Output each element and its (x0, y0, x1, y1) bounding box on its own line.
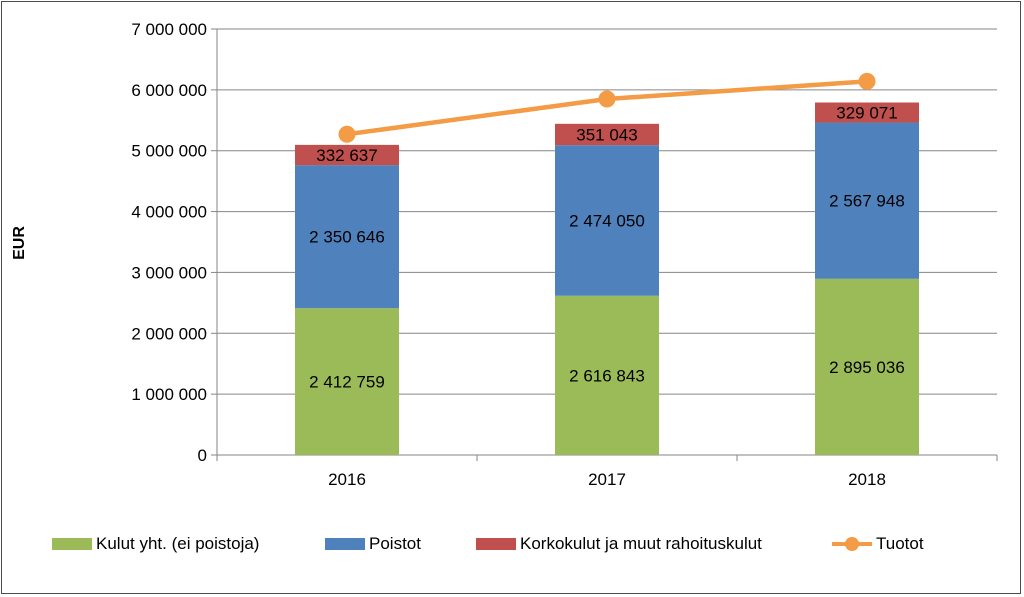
legend-item: Tuotot (832, 530, 924, 558)
x-tick-label: 2018 (848, 470, 886, 489)
legend-label: Tuotot (876, 534, 924, 553)
data-label: 332 637 (316, 146, 377, 165)
legend-item: Poistot (325, 530, 421, 558)
data-label: 351 043 (576, 126, 637, 145)
data-labels: 2 412 759 2 350 646 332 637 2 616 843 2 474 … (309, 104, 905, 392)
bar-kulut-yht-ei-poistoja--2018 (815, 278, 919, 455)
bar-korkokulut-ja-muut-rahoituskulut-2018 (815, 102, 919, 123)
y-tick-label: 5 000 000 (131, 142, 207, 161)
data-label: 2 616 843 (569, 366, 645, 385)
tuotot-line (338, 72, 876, 143)
axes: 0 1 000 000 2 000 000 3 000 000 4 000 000 5 0… (131, 20, 998, 489)
legend-item: Kulut yht. (ei poistoja) (52, 530, 259, 558)
y-tick-label: 0 (198, 446, 207, 465)
legend-swatch (52, 538, 92, 550)
bar-kulut-yht-ei-poistoja--2016 (295, 308, 399, 455)
data-label: 2 350 646 (309, 228, 385, 247)
y-tick-label: 6 000 000 (131, 81, 207, 100)
bar-poistot-2017 (555, 145, 659, 296)
x-tick-label: 2017 (588, 470, 626, 489)
legend-label: Kulut yht. (ei poistoja) (96, 534, 260, 553)
data-label: 329 071 (836, 104, 897, 123)
y-tick-label: 1 000 000 (131, 385, 207, 404)
legend-swatch (325, 538, 365, 550)
y-tick-label: 2 000 000 (131, 324, 207, 343)
legend-label: Korkokulut ja muut rahoituskulut (520, 534, 762, 553)
tuotot-point-2017 (598, 90, 616, 108)
bar-poistot-2018 (815, 122, 919, 279)
bar-kulut-yht-ei-poistoja--2017 (555, 295, 659, 455)
bar-korkokulut-ja-muut-rahoituskulut-2016 (295, 144, 399, 166)
legend: Kulut yht. (ei poistoja) Poistot Korkokulu… (0, 530, 1024, 558)
y-tick-label: 3 000 000 (131, 263, 207, 282)
legend-label: Poistot (369, 534, 421, 553)
data-label: 2 567 948 (829, 192, 905, 211)
y-axis-label: EUR (11, 226, 28, 260)
data-label: 2 412 759 (309, 373, 385, 392)
data-label: 2 474 050 (569, 211, 645, 230)
y-tick-label: 7 000 000 (131, 20, 207, 39)
y-tick-label: 4 000 000 (131, 203, 207, 222)
bar-poistot-2016 (295, 165, 399, 309)
legend-line-marker (832, 537, 872, 551)
bars (295, 102, 919, 455)
tuotot-point-2018 (858, 72, 876, 90)
legend-item: Korkokulut ja muut rahoituskulut (476, 530, 762, 558)
tuotot-point-2016 (338, 125, 356, 143)
data-label: 2 895 036 (829, 358, 905, 377)
bar-korkokulut-ja-muut-rahoituskulut-2017 (555, 123, 659, 146)
legend-swatch (476, 538, 516, 550)
x-tick-label: 2016 (328, 470, 366, 489)
